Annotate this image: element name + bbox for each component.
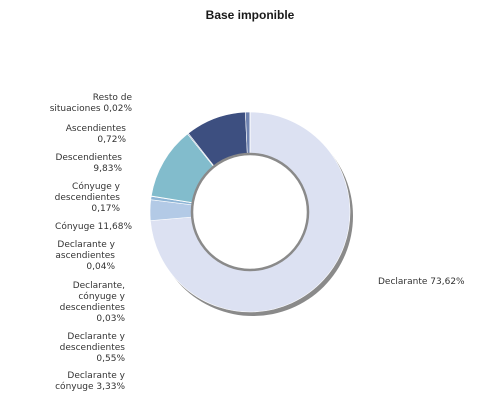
slice-label-1: Declarante y cónyuge 3,33% xyxy=(55,371,126,392)
slice-label-3: Declarante, cónyuge y descendientes 0,03% xyxy=(60,281,126,324)
slice-labels: Declarante 73,62% Declarante y cónyuge 3,3… xyxy=(50,93,465,392)
slice-label-9: Resto de situaciones 0,02% xyxy=(50,93,133,114)
slice-label-0: Declarante 73,62% xyxy=(378,277,465,287)
chart-title: Base imponible xyxy=(205,8,295,22)
donut-slices xyxy=(149,111,351,313)
donut-hole xyxy=(190,152,310,272)
slice-label-5: Cónyuge 11,68% xyxy=(55,221,132,232)
slice-label-2: Declarante y descendientes 0,55% xyxy=(60,332,126,364)
slice-label-7: Descendientes 9,83% xyxy=(55,153,122,174)
slice-label-4: Declarante y ascendientes 0,04% xyxy=(55,240,115,272)
slice-label-8: Ascendientes 0,72% xyxy=(66,124,127,145)
slice-label-6: Cónyuge y descendientes 0,17% xyxy=(55,181,121,214)
